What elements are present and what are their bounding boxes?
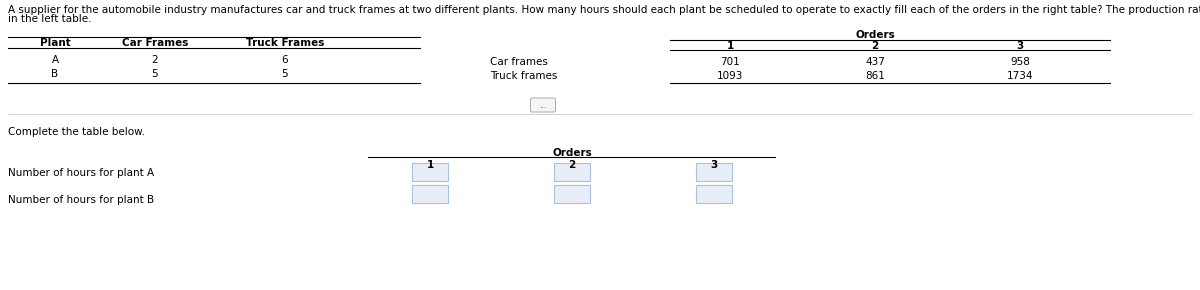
Text: A: A — [52, 55, 59, 65]
Text: 1: 1 — [426, 160, 433, 170]
Text: A supplier for the automobile industry manufactures car and truck frames at two : A supplier for the automobile industry m… — [8, 5, 1200, 15]
Bar — [696, 163, 732, 181]
Text: Number of hours for plant B: Number of hours for plant B — [8, 195, 154, 205]
Text: 6: 6 — [282, 55, 288, 65]
Text: Complete the table below.: Complete the table below. — [8, 127, 145, 137]
Text: 2: 2 — [871, 41, 878, 51]
Bar — [554, 163, 590, 181]
Text: 5: 5 — [151, 69, 158, 79]
Text: Car Frames: Car Frames — [122, 38, 188, 48]
Text: Car frames: Car frames — [490, 57, 548, 67]
Text: ...: ... — [540, 101, 546, 110]
Bar — [412, 163, 448, 181]
Text: Orders: Orders — [552, 148, 592, 158]
Bar — [412, 185, 448, 203]
Text: Plant: Plant — [40, 38, 71, 48]
Text: 3: 3 — [710, 160, 718, 170]
Bar — [696, 185, 732, 203]
Text: Truck Frames: Truck Frames — [246, 38, 324, 48]
Text: 437: 437 — [865, 57, 884, 67]
Text: Orders: Orders — [856, 30, 895, 40]
Text: 1734: 1734 — [1007, 71, 1033, 81]
Text: B: B — [52, 69, 59, 79]
FancyBboxPatch shape — [530, 98, 556, 112]
Text: 1: 1 — [726, 41, 733, 51]
Text: 1093: 1093 — [716, 71, 743, 81]
Text: 2: 2 — [151, 55, 158, 65]
Text: 2: 2 — [569, 160, 576, 170]
Text: 3: 3 — [1016, 41, 1024, 51]
Text: 861: 861 — [865, 71, 884, 81]
Bar — [554, 185, 590, 203]
Text: 701: 701 — [720, 57, 740, 67]
Text: in the left table.: in the left table. — [8, 14, 91, 24]
Text: 5: 5 — [282, 69, 288, 79]
Text: Truck frames: Truck frames — [490, 71, 557, 81]
Text: Number of hours for plant A: Number of hours for plant A — [8, 168, 154, 178]
Text: 958: 958 — [1010, 57, 1030, 67]
